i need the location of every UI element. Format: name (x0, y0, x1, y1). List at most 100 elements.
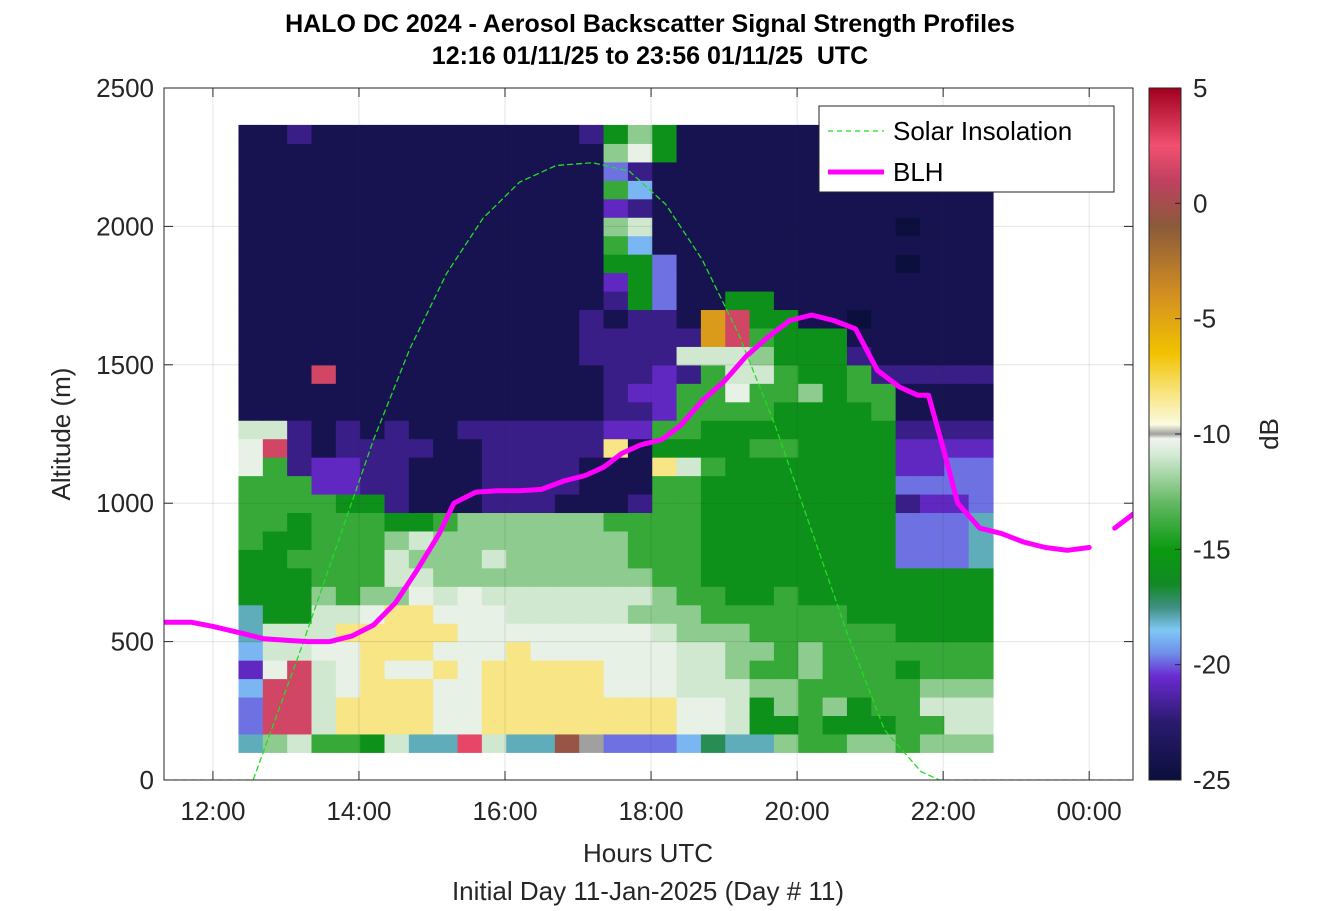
heatmap-cell (822, 567, 848, 587)
heatmap-cell (335, 235, 361, 255)
heatmap-cell (725, 254, 751, 274)
heatmap-cell (481, 678, 507, 698)
heatmap-cell (311, 604, 337, 624)
heatmap-cell (798, 696, 824, 717)
heatmap-cell (506, 235, 532, 255)
heatmap-cell (287, 660, 313, 680)
heatmap-cell (457, 383, 483, 403)
colorbar-tick-label: -10 (1193, 419, 1231, 449)
heatmap-cell (871, 586, 897, 606)
heatmap-cell (603, 623, 629, 643)
heatmap-cell (895, 567, 921, 587)
heatmap-cell (627, 309, 653, 329)
heatmap-cell (652, 641, 678, 661)
heatmap-cell (335, 272, 361, 292)
heatmap-cell (822, 327, 848, 347)
heatmap-cell (506, 715, 532, 735)
heatmap-cell (676, 217, 702, 237)
heatmap-cell (627, 567, 653, 587)
heatmap-cell (846, 530, 872, 550)
heatmap-cell (408, 254, 434, 274)
heatmap-cell (554, 180, 580, 200)
heatmap-cell (408, 715, 434, 735)
heatmap-cell (481, 217, 507, 237)
heatmap-cell (846, 438, 872, 458)
x-axis-label: Hours UTC (583, 838, 713, 868)
heatmap-cell (262, 272, 288, 292)
heatmap-cell (603, 198, 629, 218)
heatmap-cell (846, 457, 872, 477)
heatmap-cell (262, 309, 288, 329)
heatmap-cell (603, 235, 629, 255)
heatmap-cell (895, 512, 921, 532)
heatmap-cell (798, 198, 824, 218)
heatmap-cell (944, 604, 970, 624)
heatmap-cell (238, 475, 264, 495)
heatmap-cell (287, 696, 313, 717)
heatmap-cell (676, 641, 702, 661)
heatmap-cell (968, 272, 994, 292)
heatmap-cell (968, 641, 994, 661)
heatmap-cell (554, 641, 580, 661)
heatmap-cell (871, 383, 897, 403)
heatmap-cell (822, 696, 848, 717)
heatmap-cell (238, 678, 264, 698)
heatmap-cell (287, 124, 313, 144)
heatmap-cell (895, 217, 921, 237)
heatmap-cell (457, 143, 483, 163)
heatmap-cell (311, 660, 337, 680)
heatmap-cell (433, 143, 459, 163)
heatmap-cell (579, 346, 605, 366)
heatmap-cell (238, 420, 264, 440)
heatmap-cell (481, 180, 507, 200)
heatmap-cell (238, 124, 264, 144)
heatmap-cell (457, 180, 483, 200)
heatmap-cell (457, 457, 483, 477)
legend-label-solar: Solar Insolation (893, 116, 1072, 146)
heatmap-cell (700, 364, 726, 384)
heatmap-cell (676, 124, 702, 144)
heatmap-cell (384, 641, 410, 661)
heatmap-cell (895, 401, 921, 421)
heatmap-cell (603, 161, 629, 181)
heatmap-cell (652, 715, 678, 735)
heatmap-cell (481, 364, 507, 384)
heatmap-cell (506, 254, 532, 274)
heatmap-cell (506, 493, 532, 514)
heatmap-cell (822, 364, 848, 384)
heatmap-cell (335, 290, 361, 311)
heatmap-cell (627, 678, 653, 698)
heatmap-cell (481, 383, 507, 403)
heatmap-cell (262, 660, 288, 680)
heatmap-cell (408, 124, 434, 144)
heatmap-cell (968, 438, 994, 458)
heatmap-cell (944, 254, 970, 274)
x-tick-label: 12:00 (180, 796, 245, 826)
heatmap-cell (457, 327, 483, 347)
heatmap-cell (530, 586, 556, 606)
heatmap-cell (822, 604, 848, 624)
heatmap-cell (627, 420, 653, 440)
heatmap-cell (506, 623, 532, 643)
heatmap-cell (725, 678, 751, 698)
heatmap-cell (944, 715, 970, 735)
heatmap-cell (360, 290, 386, 311)
heatmap-cell (262, 493, 288, 514)
heatmap-cell (530, 696, 556, 717)
heatmap-cell (384, 733, 410, 753)
heatmap-cell (457, 586, 483, 606)
heatmap-cell (530, 364, 556, 384)
heatmap-cell (384, 198, 410, 218)
heatmap-cell (798, 254, 824, 274)
heatmap-cell (238, 586, 264, 606)
heatmap-cell (408, 475, 434, 495)
heatmap-cell (335, 567, 361, 587)
heatmap-cell (457, 438, 483, 458)
x-axis-label-secondary: Initial Day 11-Jan-2025 (Day # 11) (452, 876, 844, 906)
heatmap-cell (506, 457, 532, 477)
heatmap-cell (335, 715, 361, 735)
heatmap-cell (360, 438, 386, 458)
heatmap-cell (919, 733, 945, 753)
heatmap-cell (627, 604, 653, 624)
